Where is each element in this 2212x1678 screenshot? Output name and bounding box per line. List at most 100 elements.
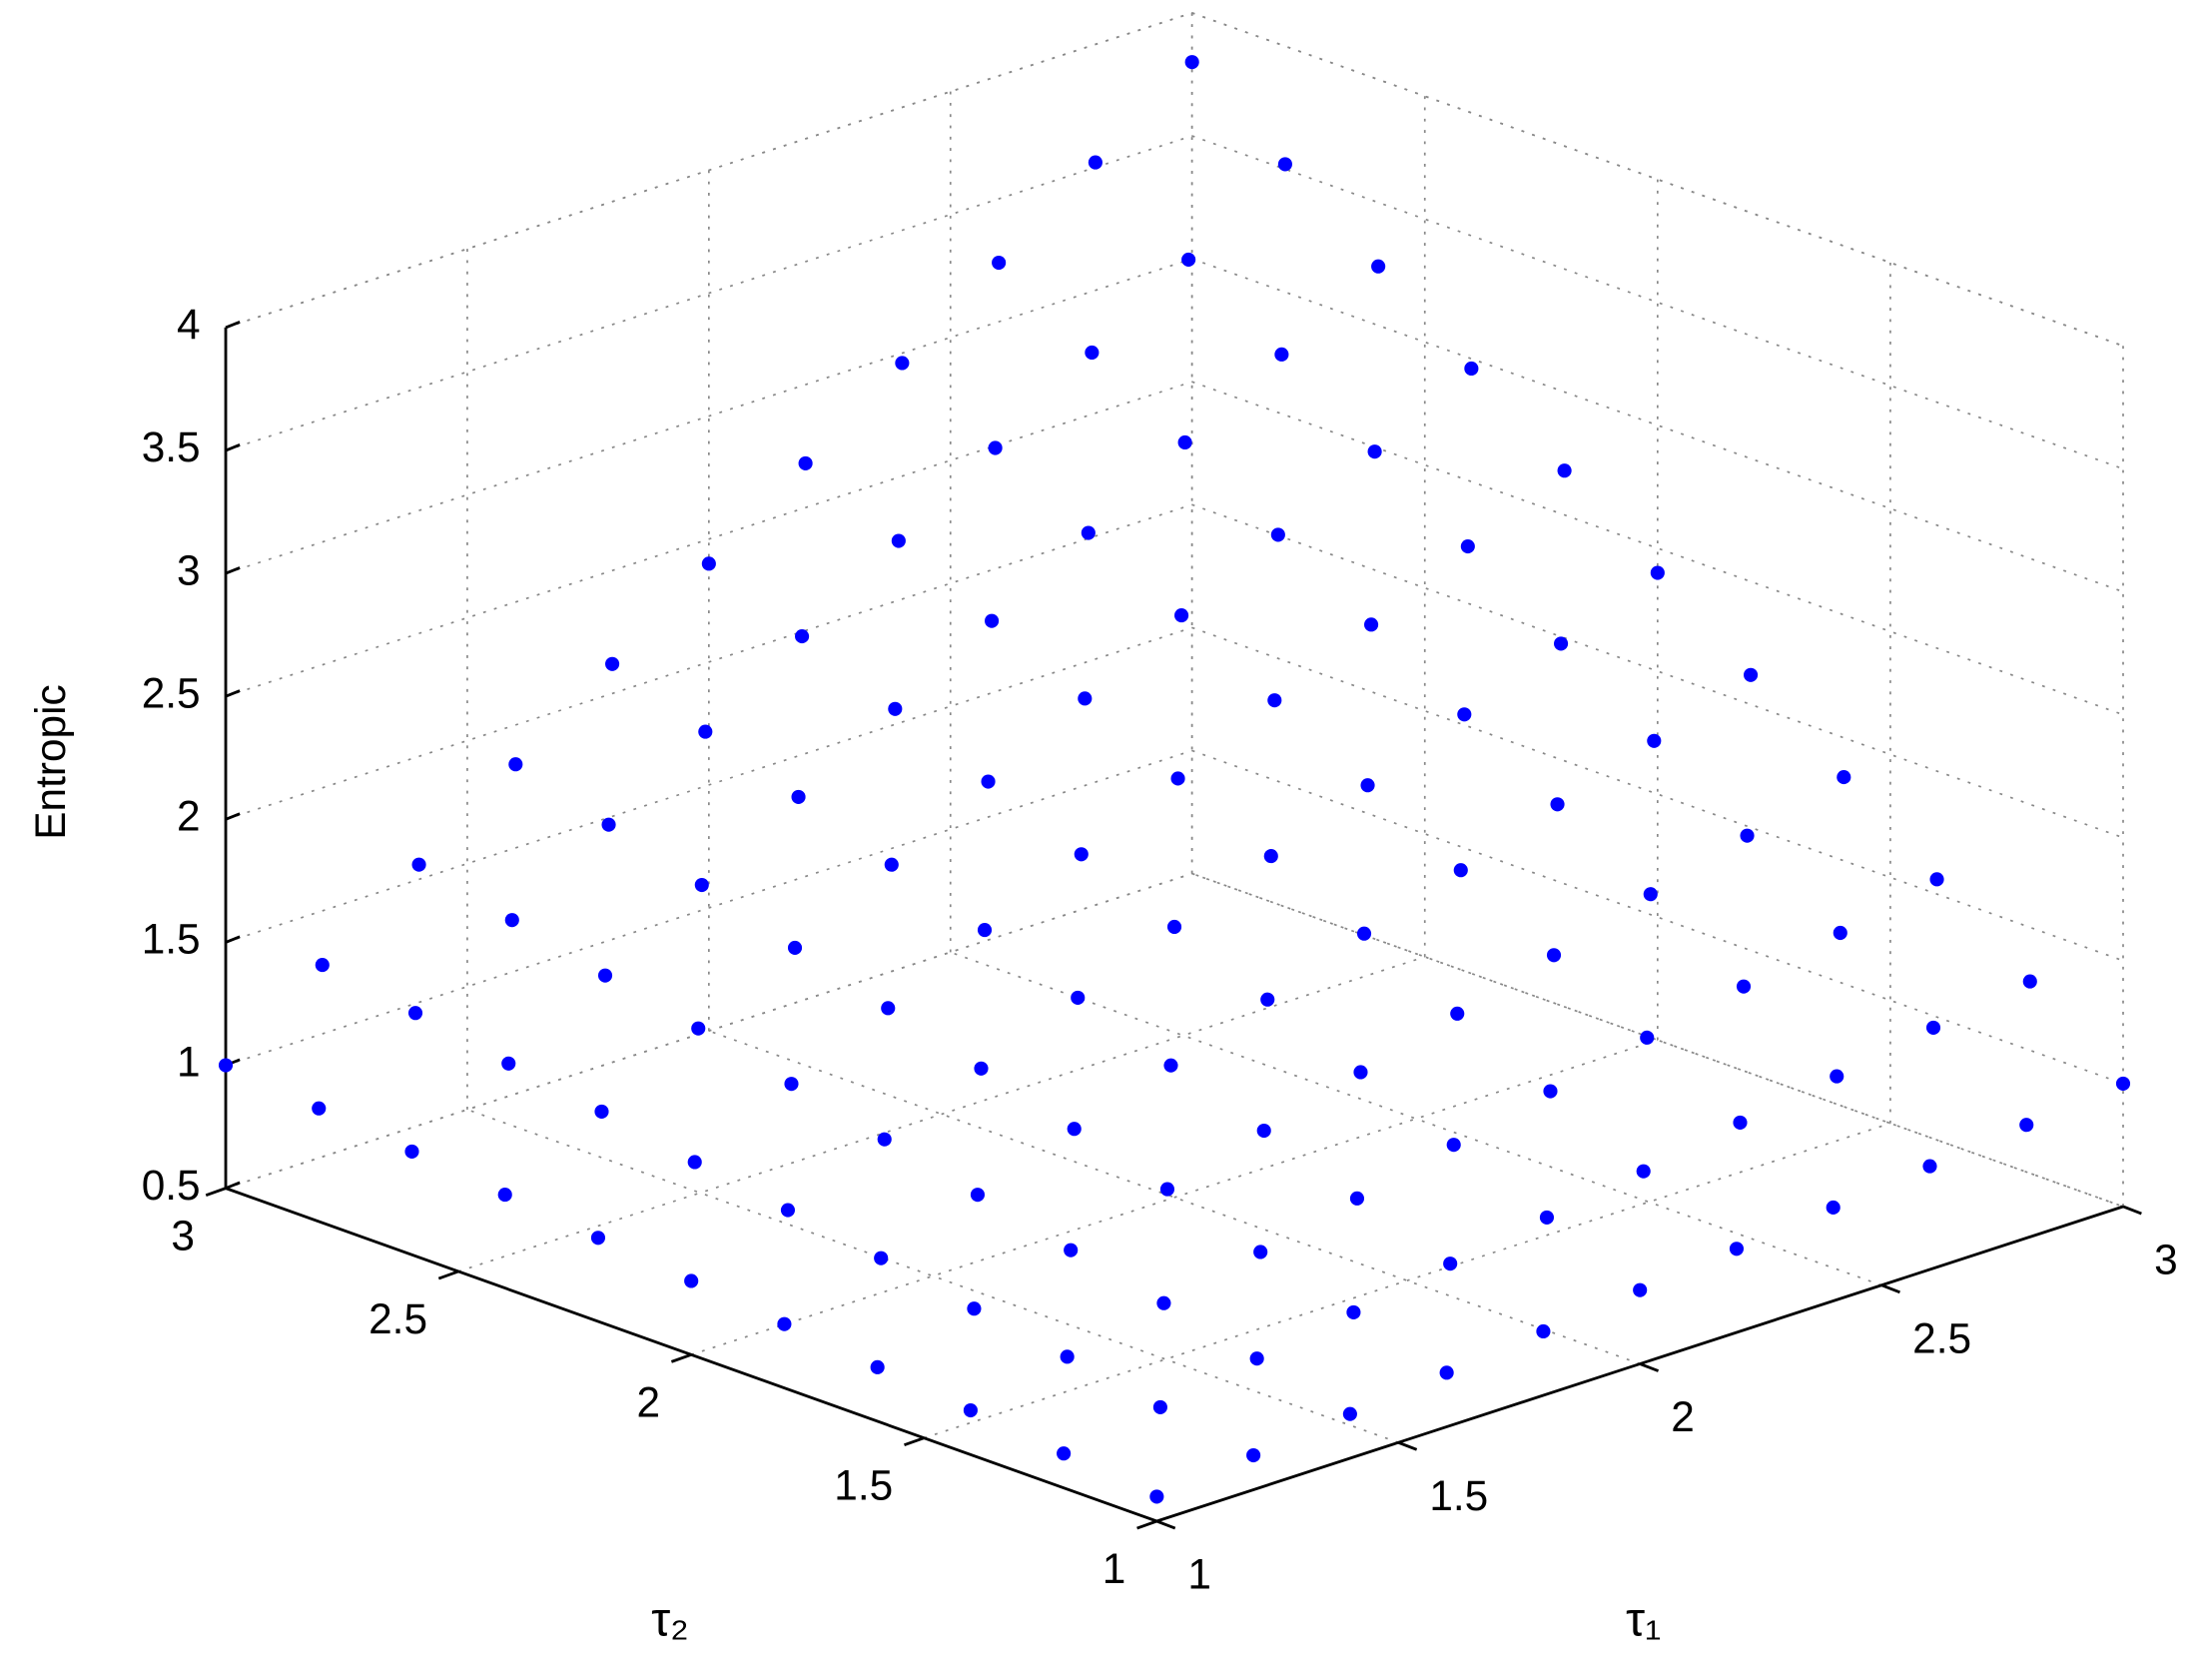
data-point: [1826, 1200, 1841, 1216]
data-point: [684, 1273, 699, 1288]
z-tick-label: 2.5: [142, 669, 201, 716]
data-point: [687, 1155, 702, 1170]
data-point: [1342, 1406, 1357, 1421]
data-point: [1349, 1191, 1365, 1206]
x-tick-label: 1.5: [1429, 1472, 1488, 1519]
grid-line: [1191, 135, 2124, 470]
data-point: [780, 1203, 796, 1218]
data-point: [988, 440, 1003, 455]
data-point: [963, 1402, 978, 1418]
data-point: [508, 757, 523, 772]
data-point: [1557, 463, 1572, 478]
grid-line: [1191, 749, 2124, 1085]
data-point: [1543, 1084, 1558, 1099]
x-tick: [1639, 1362, 1660, 1372]
data-point: [1149, 1489, 1164, 1504]
data-point: [1064, 1243, 1079, 1258]
data-point: [967, 1301, 982, 1316]
data-point: [605, 656, 620, 671]
data-point: [981, 774, 996, 789]
data-point: [1184, 55, 1199, 70]
y-tick: [1136, 1519, 1157, 1530]
grid-line: [1191, 872, 2124, 1208]
data-point: [1360, 778, 1375, 793]
data-point: [1081, 525, 1096, 540]
data-point: [501, 1056, 516, 1071]
data-point: [1364, 617, 1379, 632]
data-point: [698, 724, 713, 739]
grid-line: [708, 1030, 1641, 1365]
grid-line: [466, 1109, 1399, 1444]
data-point: [2115, 1076, 2131, 1091]
z-tick-label: 1.5: [142, 916, 201, 963]
data-point: [1736, 979, 1752, 994]
y-tick: [904, 1436, 925, 1447]
data-point: [1246, 1447, 1261, 1463]
x-axis-label: τ₁: [1626, 1593, 1661, 1646]
data-point: [1546, 948, 1562, 963]
grid-line: [225, 749, 1192, 1067]
data-point: [594, 1104, 609, 1119]
data-point: [1346, 1304, 1361, 1319]
data-point: [694, 877, 709, 893]
data-point: [1371, 259, 1386, 274]
x-tick-label: 3: [2154, 1237, 2178, 1283]
data-point: [1071, 990, 1086, 1005]
grid-line: [924, 1122, 1891, 1439]
data-point: [407, 1006, 423, 1021]
data-point: [1177, 434, 1192, 450]
data-point: [1067, 1122, 1082, 1137]
data-point: [1166, 919, 1182, 935]
data-point: [497, 1188, 512, 1203]
x-tick-label: 2.5: [1912, 1314, 1971, 1361]
data-point: [888, 701, 903, 716]
x-tick: [1880, 1283, 1900, 1294]
data-point: [970, 1188, 986, 1203]
data-point: [597, 968, 613, 983]
x-tick: [1397, 1440, 1418, 1451]
z-tick-label: 4: [177, 301, 201, 348]
z-tick-label: 3.5: [142, 423, 201, 470]
grid-line: [225, 12, 1192, 329]
data-point: [1263, 849, 1278, 864]
data-point: [1443, 1257, 1458, 1271]
grid-line: [225, 503, 1192, 821]
data-point: [798, 455, 813, 470]
data-point: [1078, 691, 1093, 706]
data-point: [1650, 565, 1665, 580]
grid-line: [225, 381, 1192, 698]
data-point: [974, 1061, 989, 1076]
data-point: [1729, 1242, 1745, 1257]
data-point: [1837, 770, 1851, 785]
data-point: [1074, 847, 1089, 862]
z-tick-label: 2: [177, 793, 201, 840]
data-point: [977, 923, 993, 938]
data-point: [985, 613, 1000, 628]
grid-line: [1191, 626, 2124, 962]
y-tick-label: 3: [171, 1213, 195, 1259]
data-point: [1174, 608, 1189, 623]
data-point: [874, 1251, 889, 1265]
data-point: [1274, 347, 1289, 362]
data-point: [312, 1101, 327, 1116]
data-point: [1152, 1399, 1167, 1414]
grid-line: [690, 1039, 1659, 1356]
data-point: [1640, 1030, 1655, 1045]
data-point: [1253, 1245, 1268, 1259]
grid-line: [225, 626, 1192, 944]
data-point: [1088, 155, 1103, 170]
z-tick: [225, 320, 241, 330]
data-point: [1633, 1282, 1648, 1297]
grid-line: [225, 258, 1192, 574]
y-tick: [205, 1187, 227, 1198]
data-point: [315, 958, 330, 973]
z-tick: [225, 689, 241, 698]
data-point: [784, 1077, 799, 1092]
data-point: [1733, 1115, 1748, 1130]
data-point: [1450, 1006, 1465, 1021]
grid-line: [950, 951, 1882, 1286]
data-point: [1353, 1065, 1368, 1080]
y-tick: [437, 1269, 459, 1280]
z-tick-label: 3: [177, 546, 201, 593]
